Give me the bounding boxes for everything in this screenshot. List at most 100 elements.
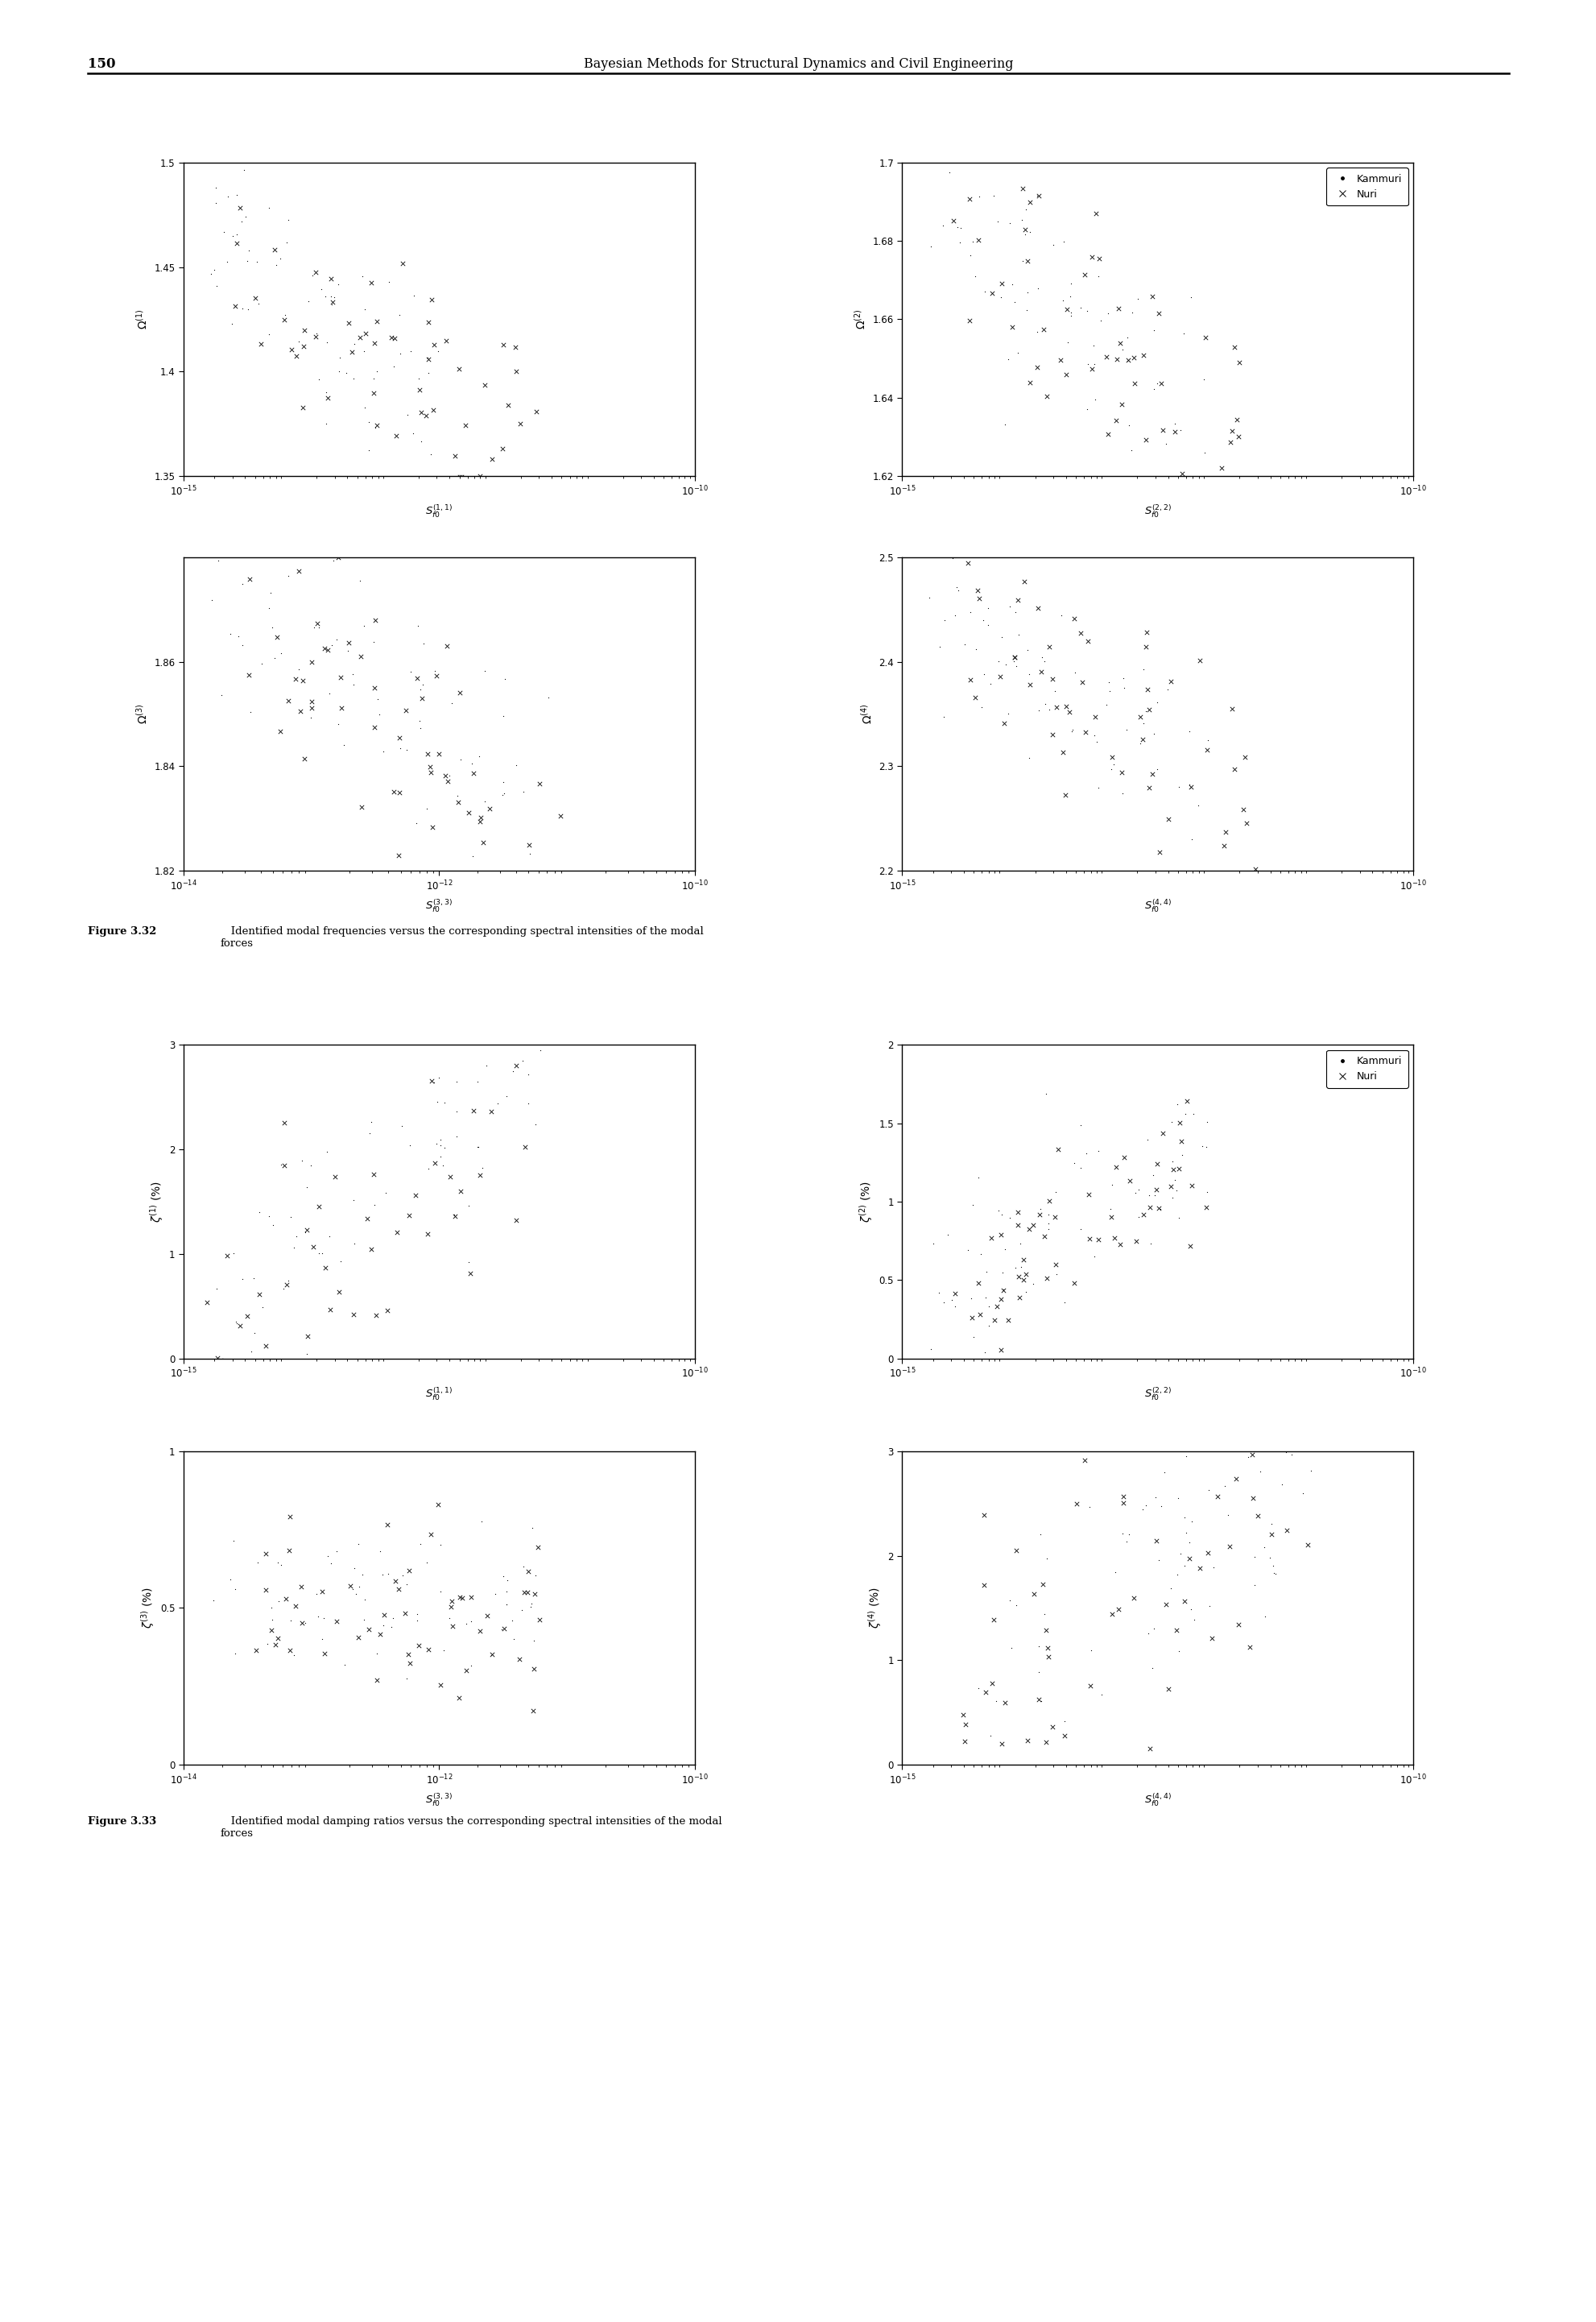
Point (397, 1644, 423, 1681)
Point (1104, 1591, 1130, 1628)
Point (1211, 1416, 1237, 1454)
Point (289, 1361, 314, 1398)
Point (439, 685, 464, 722)
Point (223, 225, 249, 262)
Point (1041, 673, 1066, 711)
Point (439, 1584, 464, 1621)
Point (479, 1094, 504, 1131)
Point (996, 1581, 1021, 1618)
Point (929, 207, 954, 244)
Point (1156, 801, 1181, 838)
Point (1077, 1667, 1103, 1704)
Point (319, 286, 345, 323)
Point (1053, 323, 1079, 360)
Point (994, 694, 1020, 731)
Point (1015, 632, 1041, 669)
Point (1002, 1586, 1028, 1623)
Point (1034, 1210, 1060, 1247)
Point (1002, 594, 1028, 632)
Point (958, 1279, 983, 1317)
Point (977, 1716, 1002, 1753)
Point (985, 202, 1010, 239)
Point (1294, 1526, 1320, 1563)
Point (1082, 381, 1108, 418)
Point (1098, 738, 1124, 776)
Point (1232, 738, 1258, 776)
Point (1122, 1224, 1148, 1261)
Point (200, 580, 225, 618)
Point (492, 773, 517, 810)
Point (1132, 1486, 1157, 1523)
Point (1017, 214, 1042, 251)
Point (514, 1574, 539, 1611)
Point (255, 316, 281, 353)
Point (1159, 1142, 1184, 1180)
Point (314, 1537, 340, 1574)
Point (321, 279, 346, 316)
Point (1151, 1454, 1176, 1491)
Point (1130, 337, 1156, 374)
Point (1080, 717, 1106, 755)
Point (375, 1507, 401, 1544)
Point (1109, 1477, 1135, 1514)
Point (236, 657, 262, 694)
Point (1087, 302, 1112, 339)
Point (1009, 202, 1034, 239)
Point (420, 808, 445, 845)
Point (1002, 1533, 1028, 1570)
Point (260, 608, 286, 646)
Point (1036, 1196, 1061, 1233)
Point (464, 1063, 490, 1101)
Point (1298, 1451, 1323, 1488)
Point (1093, 339, 1119, 376)
Point (1245, 1498, 1270, 1535)
Point (284, 337, 310, 374)
Point (1238, 1435, 1264, 1472)
Point (289, 1142, 314, 1180)
Point (1025, 313, 1050, 351)
Point (1058, 713, 1084, 750)
Point (1146, 834, 1171, 871)
Point (397, 332, 423, 369)
Point (306, 608, 332, 646)
X-axis label: $S^{(3,3)}_{f0}$: $S^{(3,3)}_{f0}$ (425, 899, 453, 915)
Point (1127, 699, 1152, 736)
Point (314, 378, 340, 416)
Point (980, 1602, 1005, 1639)
Point (1111, 1138, 1136, 1175)
Point (1191, 434, 1216, 471)
Point (217, 1560, 243, 1598)
Point (1167, 1105, 1192, 1142)
Point (959, 1319, 985, 1356)
Point (396, 1635, 421, 1672)
Point (326, 706, 351, 743)
Point (1205, 1479, 1231, 1516)
Point (500, 1052, 525, 1089)
Point (335, 304, 361, 341)
Point (447, 741, 472, 778)
Point (1192, 1128, 1218, 1166)
Point (512, 1128, 538, 1166)
Point (415, 304, 440, 341)
Point (519, 1588, 544, 1625)
Point (303, 318, 329, 355)
Point (1106, 290, 1132, 327)
Point (1168, 1135, 1194, 1173)
Point (456, 1245, 482, 1282)
Point (988, 1282, 1013, 1319)
Point (1226, 1607, 1251, 1644)
Point (970, 1347, 996, 1384)
Point (1063, 1486, 1088, 1523)
Text: 150: 150 (88, 56, 115, 70)
Point (469, 1149, 495, 1187)
Point (235, 1437, 260, 1474)
Point (1240, 1479, 1266, 1516)
Point (1149, 411, 1175, 448)
Point (1076, 1488, 1101, 1526)
Point (1004, 583, 1029, 620)
Point (421, 1063, 447, 1101)
Point (1173, 1437, 1199, 1474)
Point (276, 557, 302, 594)
Point (1149, 1115, 1175, 1152)
Point (1058, 297, 1084, 334)
